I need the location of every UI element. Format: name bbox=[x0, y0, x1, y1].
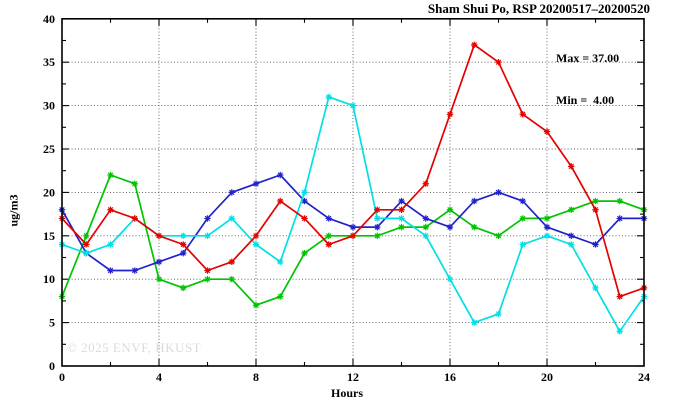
watermark-text: © 2025 ENVF, HKUST bbox=[67, 340, 202, 355]
y-tick-label: 15 bbox=[43, 229, 55, 243]
legend-max-value: Max = 37.00 bbox=[556, 51, 620, 65]
legend-max-min-box: Max = 37.00 Min = 4.00 bbox=[556, 23, 619, 135]
x-tick-label: 0 bbox=[59, 370, 65, 384]
y-tick-label: 35 bbox=[43, 55, 55, 69]
x-tick-label: 4 bbox=[156, 370, 162, 384]
plot-frame bbox=[61, 17, 645, 367]
y-axis-title: ug/m3 bbox=[6, 194, 21, 227]
x-tick-label: 8 bbox=[253, 370, 259, 384]
legend-min-value: Min = 4.00 bbox=[556, 93, 615, 107]
y-tick-label: 25 bbox=[43, 142, 55, 156]
y-tick-label: 40 bbox=[43, 12, 55, 26]
y-tick-label: 30 bbox=[43, 99, 55, 113]
x-tick-label: 16 bbox=[444, 370, 456, 384]
y-tick-label: 5 bbox=[49, 316, 55, 330]
y-tick-label: 0 bbox=[49, 359, 55, 373]
series-markers-day-20200519-blue bbox=[58, 171, 648, 274]
x-tick-label: 20 bbox=[541, 370, 553, 384]
x-tick-label: 12 bbox=[347, 370, 359, 384]
y-tick-label: 20 bbox=[43, 185, 55, 199]
x-axis-title: Hours bbox=[330, 386, 364, 400]
x-tick-label: 24 bbox=[638, 370, 650, 384]
chart-title: Sham Shui Po, RSP 20200517–20200520 bbox=[427, 1, 650, 16]
y-tick-label: 10 bbox=[43, 272, 55, 286]
